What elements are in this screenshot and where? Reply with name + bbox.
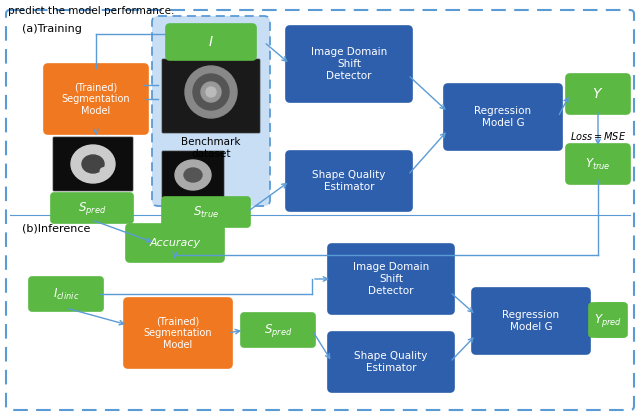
FancyBboxPatch shape	[444, 84, 562, 150]
Text: Shape Quality
Estimator: Shape Quality Estimator	[312, 170, 386, 192]
FancyBboxPatch shape	[595, 303, 625, 337]
Text: Image Domain
Shift
Detector: Image Domain Shift Detector	[311, 47, 387, 81]
Text: $S_{pred}$: $S_{pred}$	[264, 321, 292, 339]
FancyBboxPatch shape	[162, 59, 260, 133]
FancyBboxPatch shape	[124, 298, 232, 368]
FancyBboxPatch shape	[328, 244, 454, 314]
FancyBboxPatch shape	[126, 224, 224, 262]
FancyBboxPatch shape	[162, 151, 224, 198]
Circle shape	[193, 74, 229, 110]
Text: Image Domain
Shift
Detector: Image Domain Shift Detector	[353, 262, 429, 296]
Ellipse shape	[184, 168, 202, 182]
FancyBboxPatch shape	[286, 26, 412, 102]
FancyBboxPatch shape	[589, 303, 627, 337]
Circle shape	[206, 87, 216, 97]
Text: Regression
Model G: Regression Model G	[474, 106, 532, 128]
Text: (b)Inference: (b)Inference	[22, 223, 90, 233]
FancyBboxPatch shape	[53, 137, 133, 191]
Text: $Loss = MSE$: $Loss = MSE$	[570, 130, 626, 142]
Text: (a)Training: (a)Training	[22, 24, 82, 34]
Text: Benchmark
dataset: Benchmark dataset	[181, 137, 241, 159]
FancyBboxPatch shape	[162, 197, 250, 227]
FancyBboxPatch shape	[166, 24, 256, 60]
Text: $Y_{pred}$: $Y_{pred}$	[596, 312, 624, 328]
Text: $I_{clinic}$: $I_{clinic}$	[52, 286, 79, 302]
Circle shape	[201, 82, 221, 102]
Ellipse shape	[175, 160, 211, 190]
FancyBboxPatch shape	[566, 74, 630, 114]
Text: $I$: $I$	[208, 35, 214, 49]
FancyBboxPatch shape	[152, 16, 270, 206]
Text: predict the model performance.: predict the model performance.	[8, 6, 174, 16]
FancyBboxPatch shape	[286, 151, 412, 211]
Circle shape	[185, 66, 237, 118]
Text: $Y_{pred}$: $Y_{pred}$	[594, 312, 622, 328]
Text: $S_{pred}$: $S_{pred}$	[78, 200, 106, 216]
FancyBboxPatch shape	[44, 64, 148, 134]
Ellipse shape	[82, 155, 104, 173]
Text: (Trained)
Segmentation
Model: (Trained) Segmentation Model	[61, 82, 131, 116]
Text: Regression
Model G: Regression Model G	[502, 310, 559, 332]
FancyBboxPatch shape	[566, 144, 630, 184]
Text: Shape Quality
Estimator: Shape Quality Estimator	[355, 351, 428, 373]
FancyBboxPatch shape	[29, 277, 103, 311]
Text: (Trained)
Segmentation
Model: (Trained) Segmentation Model	[144, 316, 212, 349]
Text: $Y_{true}$: $Y_{true}$	[585, 157, 611, 171]
Text: Accuracy: Accuracy	[149, 238, 200, 248]
Ellipse shape	[71, 145, 115, 183]
Text: $S_{true}$: $S_{true}$	[193, 205, 219, 220]
FancyBboxPatch shape	[241, 313, 315, 347]
FancyBboxPatch shape	[472, 288, 590, 354]
FancyBboxPatch shape	[328, 332, 454, 392]
Ellipse shape	[100, 168, 110, 176]
Text: $Y$: $Y$	[592, 87, 604, 101]
FancyBboxPatch shape	[51, 193, 133, 223]
